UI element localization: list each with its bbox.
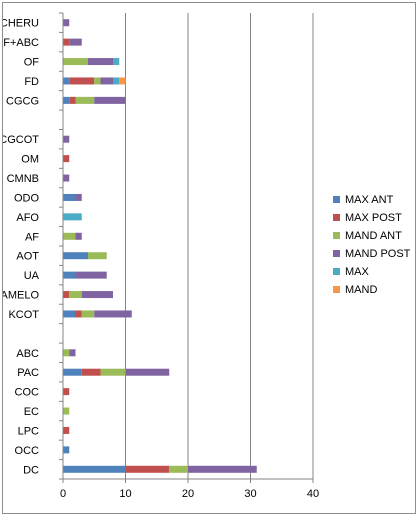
bar-kcot-max-ant [63,310,76,318]
legend-label-max: MAX [345,266,370,278]
bar-fd-mand [119,77,126,85]
legend-label-max-ant: MAX ANT [345,194,394,206]
category-label-fd: FD [24,76,39,88]
bar-lpc-max-post [63,426,70,434]
x-tick-label-10: 10 [119,488,131,500]
bar-of-mand-ant [63,58,88,66]
x-tick-labels: 0 10 20 30 40 [60,488,319,500]
bar-fd-mand-ant [94,77,101,85]
axes [59,12,314,483]
legend-swatch-max [333,268,340,275]
legend-label-mand: MAND [345,284,377,296]
x-tick-label-30: 30 [244,488,256,500]
category-label-occ: OCC [15,445,40,457]
category-label-ua: UA [24,270,40,282]
category-label-lpc: LPC [18,425,39,437]
x-tick-label-40: 40 [307,488,319,500]
category-label-amelo: AMELO [3,290,39,302]
bar-coc-max-post [63,388,70,396]
category-label-ec: EC [24,406,39,418]
bar-af-mand-ant [63,232,76,240]
bar-pac-mand-post [125,368,170,376]
category-label-coc: COC [15,387,40,399]
bar-of-plus-abc-mand-post [69,38,82,46]
bar-cheru-mand-post [63,19,70,27]
bar-abc-mand-post [69,349,76,357]
bar-dc-mand-post [188,465,257,473]
bar-kcot-mand-post [94,310,132,318]
stacked-bar-chart: CHERU OF+ABC OF FD CGCG CGCOT OM CMNB ODO AFO AF AO… [0,12,411,500]
category-label-cmnb: CMNB [7,173,39,185]
legend-label-mand-post: MAND POST [345,248,411,260]
bar-odo-max-ant [63,193,76,201]
bar-occ-max-ant [63,446,70,454]
bar-pac-max-post [81,368,101,376]
bar-aot-mand-ant [88,252,107,260]
bar-cgcg-max-ant [63,96,70,104]
bar-dc-max-ant [63,465,126,473]
category-label-cgcot: CGCOT [3,134,39,146]
bar-fd-max-post [69,77,95,85]
bar-ua-max-ant [63,271,76,279]
x-tick-label-20: 20 [182,488,194,500]
category-label-om: OM [21,154,39,166]
bar-afo-max [63,213,82,221]
bar-of-max [113,58,120,66]
bar-amelo-mand-ant [69,291,82,299]
category-label-abc: ABC [16,348,39,360]
bar-odo-mand-post [75,193,82,201]
legend-swatch-max-post [333,214,340,221]
bar-af-mand-post [75,232,82,240]
bar-abc-mand-ant [63,349,70,357]
category-label-odo: ODO [14,192,40,204]
bar-cmnb-mand-post [63,174,70,182]
category-label-of-plus-abc: OF+ABC [3,37,39,49]
bar-amelo-mand-post [81,291,113,299]
bars [63,19,257,473]
bar-amelo-max-post [63,291,70,299]
category-label-af: AF [25,231,39,243]
bar-of-plus-abc-max-post [63,38,70,46]
gridlines [125,13,314,479]
legend-label-max-post: MAX POST [345,212,402,224]
category-label-cheru: CHERU [3,18,39,30]
category-label-afo: AFO [16,212,39,224]
category-label-aot: AOT [16,251,39,263]
legend-swatch-mand [333,286,340,293]
bar-om-max-post [63,155,70,163]
bar-kcot-max-post [75,310,82,318]
x-tick-label-0: 0 [60,488,66,500]
legend-swatch-mand-post [333,250,340,257]
bar-cgcg-mand-ant [75,96,95,104]
bar-dc-mand-ant [169,465,188,473]
bar-kcot-mand-ant [81,310,95,318]
legend-swatch-mand-ant [333,232,340,239]
chart-frame: CHERU OF+ABC OF FD CGCG CGCOT OM CMNB ODO AFO AF AO… [0,2,416,514]
bar-aot-max-ant [63,252,88,260]
bar-ua-mand-post [75,271,107,279]
bar-of-mand-post [88,58,113,66]
legend-swatch-max-ant [333,196,340,203]
legend-label-mand-ant: MAND ANT [345,230,402,242]
bar-cgcot-mand-post [63,135,70,143]
legend: MAX ANT MAX POST MAND ANT MAND POST MAX MAND [333,194,411,296]
category-label-kcot: KCOT [8,309,39,321]
category-label-of: OF [24,57,40,69]
category-label-dc: DC [23,464,39,476]
bar-fd-max [113,77,120,85]
bar-fd-mand-post [100,77,113,85]
bar-pac-mand-ant [100,368,126,376]
bar-fd-max-ant [63,77,70,85]
bar-cgcg-mand-post [94,96,126,104]
category-label-pac: PAC [17,367,39,379]
category-label-cgcg: CGCG [6,95,39,107]
bar-cgcg-max-post [69,96,76,104]
bar-ec-mand-ant [63,407,70,415]
bar-dc-max-post [125,465,170,473]
bar-pac-max-ant [63,368,82,376]
category-labels: CHERU OF+ABC OF FD CGCG CGCOT OM CMNB ODO AFO AF AO… [0,18,40,477]
